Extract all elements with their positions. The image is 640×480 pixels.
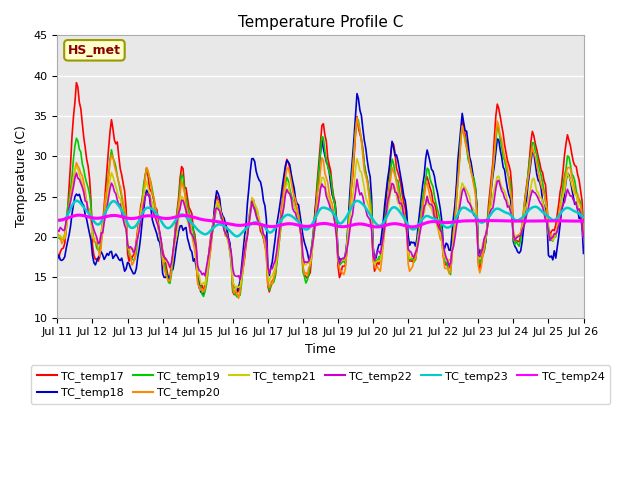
Line: TC_temp19: TC_temp19 [58, 118, 584, 297]
TC_temp24 [580, 218, 588, 224]
Line: TC_temp21: TC_temp21 [58, 159, 584, 289]
TC_temp17 [518, 222, 526, 228]
TC_temp22 [153, 219, 161, 225]
TC_temp24 [518, 218, 526, 224]
TC_temp20 [374, 264, 381, 269]
TC_temp21 [152, 214, 159, 219]
TC_temp17 [54, 251, 61, 256]
TC_temp17 [374, 259, 381, 264]
TC_temp18 [374, 247, 381, 253]
TC_temp18 [200, 292, 207, 298]
TC_temp21 [356, 168, 364, 174]
TC_temp23 [580, 214, 588, 220]
TC_temp21 [232, 286, 239, 292]
TC_temp22 [385, 193, 393, 199]
TC_temp20 [385, 188, 393, 193]
TC_temp20 [518, 221, 526, 227]
TC_temp22 [72, 170, 80, 176]
TC_temp19 [518, 220, 526, 226]
TC_temp21 [54, 234, 61, 240]
TC_temp21 [518, 226, 526, 231]
TC_temp17 [68, 133, 76, 139]
TC_temp22 [374, 248, 381, 254]
TC_temp18 [518, 239, 526, 244]
TC_temp18 [353, 91, 361, 96]
Line: TC_temp24: TC_temp24 [58, 215, 584, 227]
TC_temp17 [230, 292, 238, 298]
TC_temp21 [580, 234, 588, 240]
TC_temp22 [356, 192, 364, 198]
TC_temp23 [72, 198, 80, 204]
TC_temp20 [353, 115, 361, 120]
TC_temp22 [54, 227, 61, 233]
TC_temp17 [72, 80, 80, 85]
Y-axis label: Temperature (C): Temperature (C) [15, 125, 28, 228]
TC_temp19 [234, 294, 241, 300]
TC_temp19 [356, 127, 364, 133]
Legend: TC_temp17, TC_temp18, TC_temp19, TC_temp20, TC_temp21, TC_temp22, TC_temp23, TC_: TC_temp17, TC_temp18, TC_temp19, TC_temp… [31, 365, 610, 404]
TC_temp24 [385, 221, 393, 227]
TC_temp23 [54, 217, 61, 223]
TC_temp24 [374, 224, 381, 230]
TC_temp18 [54, 256, 61, 262]
TC_temp24 [54, 217, 61, 223]
Title: Temperature Profile C: Temperature Profile C [238, 15, 403, 30]
TC_temp23 [385, 209, 393, 215]
TC_temp24 [68, 214, 76, 219]
Line: TC_temp20: TC_temp20 [58, 118, 584, 298]
Line: TC_temp22: TC_temp22 [58, 173, 584, 279]
TC_temp21 [353, 156, 361, 162]
Text: HS_met: HS_met [68, 44, 121, 57]
TC_temp23 [374, 222, 381, 228]
TC_temp20 [580, 232, 588, 238]
TC_temp19 [152, 207, 159, 213]
TC_temp17 [385, 170, 393, 176]
TC_temp18 [385, 167, 393, 172]
TC_temp17 [356, 131, 364, 137]
TC_temp22 [580, 235, 588, 240]
TC_temp23 [234, 233, 241, 239]
TC_temp23 [68, 203, 76, 208]
TC_temp23 [153, 211, 161, 217]
TC_temp17 [580, 224, 588, 230]
TC_temp19 [385, 184, 393, 190]
TC_temp22 [236, 276, 244, 282]
TC_temp22 [518, 227, 526, 233]
TC_temp20 [152, 204, 159, 210]
Line: TC_temp17: TC_temp17 [58, 83, 584, 295]
TC_temp22 [68, 191, 76, 197]
TC_temp19 [353, 115, 361, 121]
TC_temp23 [518, 215, 526, 221]
TC_temp18 [356, 108, 364, 113]
TC_temp24 [153, 214, 161, 220]
TC_temp20 [235, 295, 243, 301]
TC_temp24 [355, 221, 362, 227]
TC_temp17 [153, 206, 161, 212]
Line: TC_temp18: TC_temp18 [58, 94, 584, 295]
TC_temp20 [68, 183, 76, 189]
TC_temp19 [580, 232, 588, 238]
TC_temp20 [356, 127, 364, 133]
TC_temp23 [356, 199, 364, 205]
TC_temp21 [68, 189, 76, 195]
TC_temp21 [374, 258, 381, 264]
TC_temp18 [68, 211, 76, 216]
TC_temp21 [385, 198, 393, 204]
TC_temp19 [68, 173, 76, 179]
TC_temp24 [76, 212, 83, 218]
TC_temp20 [54, 231, 61, 237]
Line: TC_temp23: TC_temp23 [58, 201, 584, 236]
TC_temp24 [372, 224, 380, 230]
X-axis label: Time: Time [305, 343, 336, 356]
TC_temp19 [374, 258, 381, 264]
TC_temp18 [152, 227, 159, 232]
TC_temp18 [580, 251, 588, 256]
TC_temp19 [54, 233, 61, 239]
